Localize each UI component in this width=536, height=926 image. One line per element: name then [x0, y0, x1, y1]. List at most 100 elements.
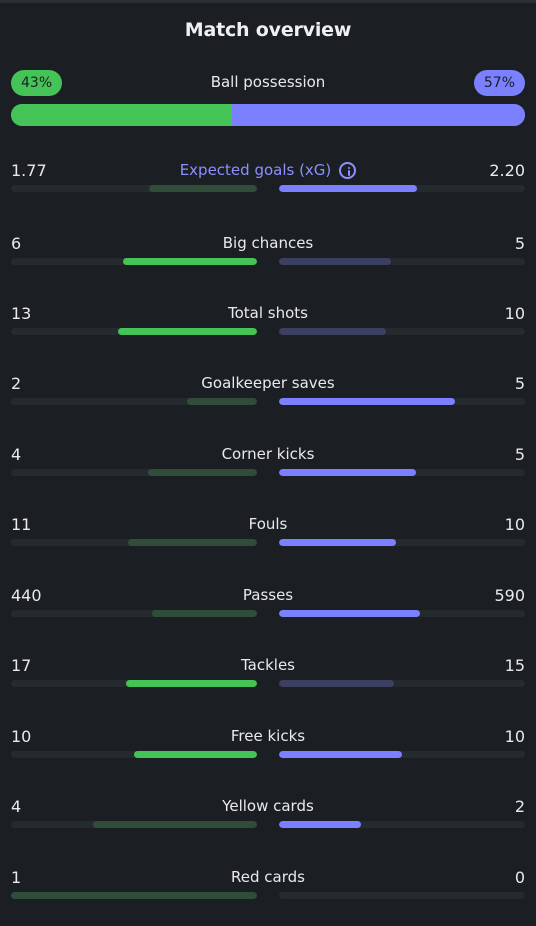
home-stat-value: 1.77 — [11, 161, 47, 180]
away-stat-value: 10 — [504, 515, 525, 534]
home-stat-track — [11, 680, 257, 687]
home-stat-value: 1 — [11, 868, 22, 887]
away-stat-track — [279, 680, 525, 687]
top-divider — [0, 0, 536, 3]
home-stat-fill — [134, 751, 257, 758]
stat-label-text: Free kicks — [230, 727, 306, 745]
away-stat-value: 590 — [494, 586, 525, 605]
stat-label-text: Yellow cards — [222, 797, 314, 815]
ball-possession-label: Ball possession — [210, 73, 326, 91]
away-stat-value: 15 — [504, 656, 525, 675]
home-stat-fill — [122, 258, 257, 265]
stat-label-text: Red cards — [231, 868, 305, 886]
home-stat-track — [11, 751, 257, 758]
home-stat-track — [11, 821, 257, 828]
home-stat-value: 6 — [11, 234, 22, 253]
stat-label: Passes — [11, 586, 525, 604]
away-stat-value: 5 — [514, 445, 525, 464]
stat-label-text: Tackles — [240, 656, 296, 674]
home-possession-fill — [11, 104, 233, 126]
stat-label-text: Corner kicks — [221, 445, 315, 463]
away-stat-track — [279, 539, 525, 546]
stat-row: 11 Fouls 10 — [11, 515, 525, 559]
stat-row: 6 Big chances 5 — [11, 234, 525, 278]
home-stat-value: 2 — [11, 374, 22, 393]
away-stat-fill — [279, 680, 395, 687]
away-stat-fill — [279, 258, 391, 265]
info-icon[interactable] — [339, 162, 357, 179]
home-possession-badge: 43% — [11, 70, 63, 96]
home-stat-fill — [118, 328, 257, 335]
stat-label: Fouls — [11, 515, 525, 533]
home-stat-fill — [126, 680, 257, 687]
home-stat-value: 10 — [11, 727, 32, 746]
away-stat-value: 2 — [514, 797, 525, 816]
away-stat-track — [279, 751, 525, 758]
home-stat-value: 4 — [11, 445, 22, 464]
stat-label: Yellow cards — [11, 797, 525, 815]
home-stat-track — [11, 539, 257, 546]
home-stat-value: 440 — [11, 586, 42, 605]
away-stat-value: 2.20 — [489, 161, 525, 180]
page-title: Match overview — [184, 19, 352, 41]
home-stat-fill — [128, 539, 257, 546]
away-possession-badge: 57% — [473, 70, 525, 96]
stat-row: 440 Passes 590 — [11, 586, 525, 630]
home-stat-fill — [148, 185, 257, 192]
stat-row: 13 Total shots 10 — [11, 304, 525, 348]
away-stat-track — [279, 258, 525, 265]
home-stat-track — [11, 610, 257, 617]
home-stat-track — [11, 328, 257, 335]
home-stat-track — [11, 398, 257, 405]
stat-label: Corner kicks — [11, 445, 525, 463]
away-stat-fill — [279, 328, 386, 335]
stat-label: Big chances — [11, 234, 525, 252]
home-stat-fill — [147, 469, 257, 476]
away-stat-track — [279, 821, 525, 828]
away-stat-track — [279, 185, 525, 192]
stat-label: Total shots — [11, 304, 525, 322]
home-stat-fill — [92, 821, 257, 828]
away-stat-track — [279, 469, 525, 476]
home-stat-value: 13 — [11, 304, 32, 323]
away-stat-value: 10 — [504, 304, 525, 323]
stat-label: Tackles — [11, 656, 525, 674]
home-stat-fill — [11, 892, 257, 899]
away-stat-track — [279, 892, 525, 899]
home-stat-track — [11, 892, 257, 899]
stat-row: 1 Red cards 0 — [11, 868, 525, 912]
stat-label-text: Fouls — [248, 515, 288, 533]
home-stat-value: 11 — [11, 515, 32, 534]
stat-label-text: Goalkeeper saves — [201, 374, 335, 392]
ball-possession-header: 43% Ball possession 57% — [11, 70, 525, 96]
stat-row: 2 Goalkeeper saves 5 — [11, 374, 525, 418]
away-stat-value: 5 — [514, 374, 525, 393]
stat-row: 1.77 Expected goals (xG) 2.20 — [11, 161, 525, 205]
stat-row: 17 Tackles 15 — [11, 656, 525, 700]
away-stat-track — [279, 610, 525, 617]
away-stat-value: 10 — [504, 727, 525, 746]
home-stat-value: 4 — [11, 797, 22, 816]
home-stat-value: 17 — [11, 656, 32, 675]
away-stat-value: 5 — [514, 234, 525, 253]
stat-label: Goalkeeper saves — [11, 374, 525, 392]
stat-row: 4 Corner kicks 5 — [11, 445, 525, 489]
away-stat-fill — [279, 398, 455, 405]
stat-label-text: Big chances — [222, 234, 314, 252]
possession-bar — [11, 104, 525, 126]
away-stat-fill — [279, 821, 361, 828]
away-stat-fill — [279, 539, 397, 546]
home-stat-fill — [186, 398, 257, 405]
away-stat-track — [279, 398, 525, 405]
home-stat-track — [11, 258, 257, 265]
stat-row: 4 Yellow cards 2 — [11, 797, 525, 841]
stat-label-text: Expected goals (xG) — [179, 161, 332, 179]
away-stat-fill — [279, 185, 417, 192]
home-stat-track — [11, 469, 257, 476]
stat-label[interactable]: Expected goals (xG) — [11, 161, 525, 179]
away-stat-value: 0 — [514, 868, 525, 887]
home-stat-track — [11, 185, 257, 192]
away-stat-fill — [279, 751, 402, 758]
stat-label-text: Passes — [242, 586, 294, 604]
away-stat-track — [279, 328, 525, 335]
